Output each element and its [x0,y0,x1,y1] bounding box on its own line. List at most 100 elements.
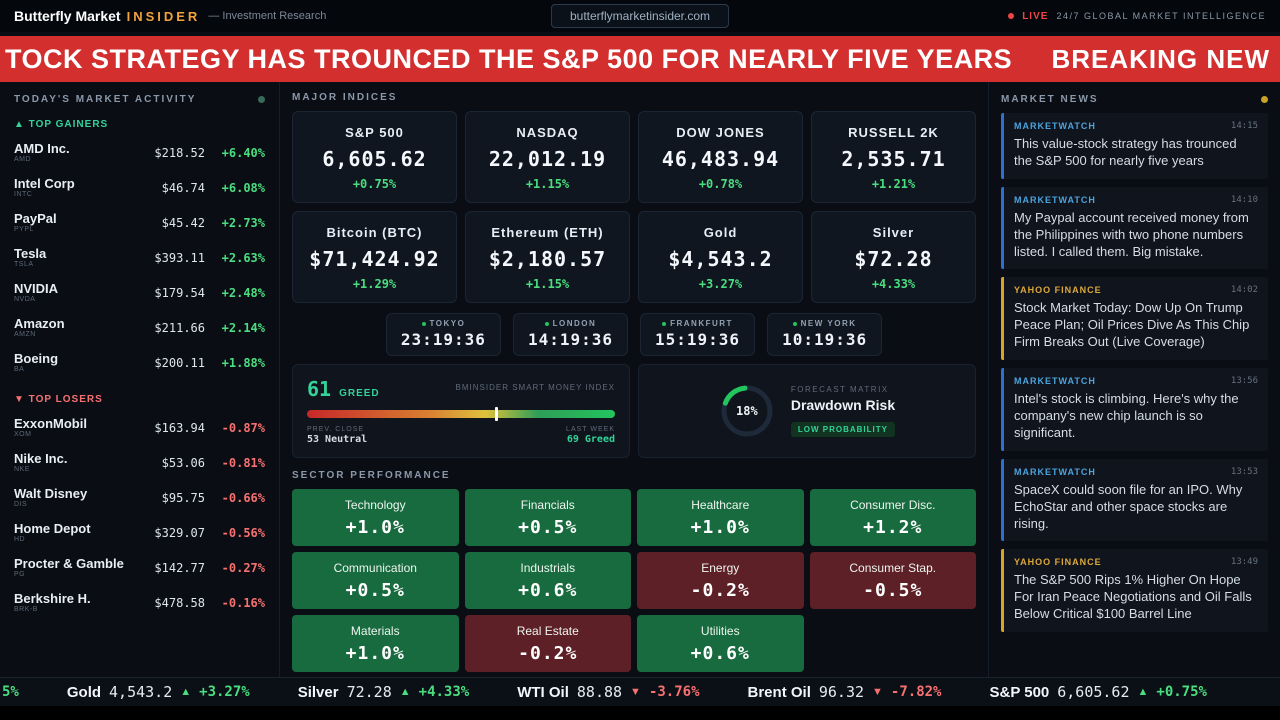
stock-row-pg[interactable]: Procter & Gamble PG $142.77 -0.27% [14,550,265,585]
stock-identity: Berkshire H. BRK-B [14,591,131,614]
news-time: 13:56 [1230,376,1258,387]
stock-change: -0.81% [221,455,265,470]
stock-price: $53.06 [161,455,205,470]
last-week-value: 69 Greed [566,434,615,445]
news-headline: The S&P 500 Rips 1% Higher On Hope For I… [1014,572,1252,622]
stock-row-amd[interactable]: AMD Inc. AMD $218.52 +6.40% [14,135,265,170]
stock-identity: Home Depot HD [14,521,131,544]
down-arrow-icon: ▼ [630,686,641,698]
breaking-label: BREAKING NEW [1051,43,1270,74]
risk-info: FORECAST MATRIX Drawdown Risk LOW PROBAB… [790,385,896,437]
brand-name: Butterfly Market [14,8,121,24]
news-item-header: MARKETWATCH 13:53 [1014,467,1258,477]
sector-name: Real Estate [516,624,579,638]
market-open-dot-icon [544,321,549,326]
activity-status-dot-icon [258,96,265,103]
clock-city: TOKYO [429,319,466,328]
ticker-item-partial: 5% [2,684,19,700]
index-card-sp500: S&P 500 6,605.62 +0.75% [292,111,457,203]
news-source: YAHOO FINANCE [1014,557,1102,568]
stock-name: Walt Disney [14,485,88,501]
risk-gauge: 18% [719,383,775,439]
news-time: 13:53 [1230,466,1258,477]
stock-name: Intel Corp [14,175,75,191]
stock-name: Amazon [14,315,65,331]
stock-identity: ExxonMobil XOM [14,416,131,439]
news-item[interactable]: MARKETWATCH 14:15 This value-stock strat… [1001,113,1268,179]
clock-time: 23:19:36 [400,330,486,349]
sector-name: Energy [701,561,740,575]
sector-change: +0.6% [690,643,750,664]
clock-city: FRANKFURT [670,319,733,328]
stock-row-tsla[interactable]: Tesla TSLA $393.11 +2.63% [14,240,265,275]
stock-row-brkb[interactable]: Berkshire H. BRK-B $478.58 -0.16% [14,585,265,620]
stock-name: PayPal [14,210,57,226]
clock-time: 14:19:36 [527,330,613,349]
stock-identity: AMD Inc. AMD [14,141,131,164]
ticker-value: 88.88 [576,683,623,701]
stock-identity: NVIDIA NVDA [14,281,131,304]
stock-row-pypl[interactable]: PayPal PYPL $45.42 +2.73% [14,205,265,240]
stock-row-ba[interactable]: Boeing BA $200.11 +1.88% [14,345,265,380]
stock-change: +6.08% [221,180,265,195]
ticker-name: S&P 500 [989,683,1050,701]
site-domain-pill[interactable]: butterflymarketinsider.com [550,4,730,28]
news-headline: My Paypal account received money from th… [1014,209,1249,259]
stock-ticker: HD [14,536,26,544]
index-value: $2,180.57 [488,247,607,271]
ticker-change: +0.75% [1156,684,1207,700]
ticker-name: Gold [66,683,102,701]
stock-ticker: PYPL [14,226,34,234]
top-bar: Butterfly Market INSIDER — Investment Re… [0,0,1280,32]
stock-identity: Walt Disney DIS [14,485,131,509]
insight-panels: 61 GREED BMINSIDER SMART MONEY INDEX PRE… [292,364,976,458]
index-change: +0.75% [352,177,397,191]
stock-row-nvda[interactable]: NVIDIA NVDA $179.54 +2.48% [14,275,265,310]
risk-gauge-icon [721,385,773,437]
fear-greed-header: 61 GREED BMINSIDER SMART MONEY INDEX [307,377,615,401]
news-item[interactable]: MARKETWATCH 13:53 SpaceX could soon file… [1001,458,1268,542]
index-change: +1.21% [871,177,916,191]
news-item-header: YAHOO FINANCE 13:49 [1014,557,1258,567]
news-source: MARKETWATCH [1014,121,1096,131]
sector-tile-materials: Materials +1.0% [292,615,459,672]
news-source: MARKETWATCH [1014,466,1096,477]
index-name: S&P 500 [345,125,404,140]
news-item[interactable]: MARKETWATCH 14:10 My Paypal account rece… [1001,186,1268,270]
risk-title: Drawdown Risk [790,397,896,413]
stock-row-xom[interactable]: ExxonMobil XOM $163.94 -0.87% [14,410,265,445]
up-arrow-icon: ▲ [399,686,411,698]
sector-tile-consumer-stap: Consumer Stap. -0.5% [809,552,976,609]
market-news-sidebar: MARKET NEWS MARKETWATCH 14:15 This value… [988,82,1280,677]
stock-row-hd[interactable]: Home Depot HD $329.07 -0.56% [14,515,265,550]
ticker-name: Brent Oil [747,683,811,701]
sector-name: Consumer Disc. [850,498,936,512]
sector-change: +0.5% [345,580,405,601]
index-card-silver: Silver $72.28 +4.33% [811,211,976,303]
sentiment-marker [494,407,498,421]
drawdown-risk-panel: 18% FORECAST MATRIX Drawdown Risk LOW PR… [638,364,976,458]
forecast-matrix-label: FORECAST MATRIX [790,385,889,394]
market-open-dot-icon [421,321,426,326]
stock-identity: Tesla TSLA [14,245,131,269]
stock-row-amzn[interactable]: Amazon AMZN $211.66 +2.14% [14,310,265,345]
brand-accent: INSIDER [126,8,201,24]
index-name: Silver [872,225,915,240]
ticker-change: -3.76% [648,684,700,700]
index-card-gold: Gold $4,543.2 +3.27% [638,211,803,303]
sector-tile-financials: Financials +0.5% [464,489,631,546]
stock-row-intc[interactable]: Intel Corp INTC $46.74 +6.08% [14,170,265,205]
stock-price: $95.75 [161,490,205,505]
news-item[interactable]: YAHOO FINANCE 14:02 Stock Market Today: … [1001,277,1268,361]
stock-row-dis[interactable]: Walt Disney DIS $95.75 -0.66% [14,480,265,515]
last-week-block: LAST WEEK 69 Greed [566,426,615,445]
news-item[interactable]: YAHOO FINANCE 13:49 The S&P 500 Rips 1% … [1001,549,1268,633]
sector-performance-label: SECTOR PERFORMANCE [292,470,451,481]
news-item-header: MARKETWATCH 13:56 [1014,376,1258,386]
clock-city: LONDON [552,319,597,328]
stock-name: Tesla [14,245,47,261]
fear-greed-label: GREED [339,388,380,399]
stock-row-nke[interactable]: Nike Inc. NKE $53.06 -0.81% [14,445,265,480]
news-item[interactable]: MARKETWATCH 13:56 Intel's stock is climb… [1001,368,1268,451]
breaking-headline: TOCK STRATEGY HAS TROUNCED THE S&P 500 F… [5,43,1013,74]
